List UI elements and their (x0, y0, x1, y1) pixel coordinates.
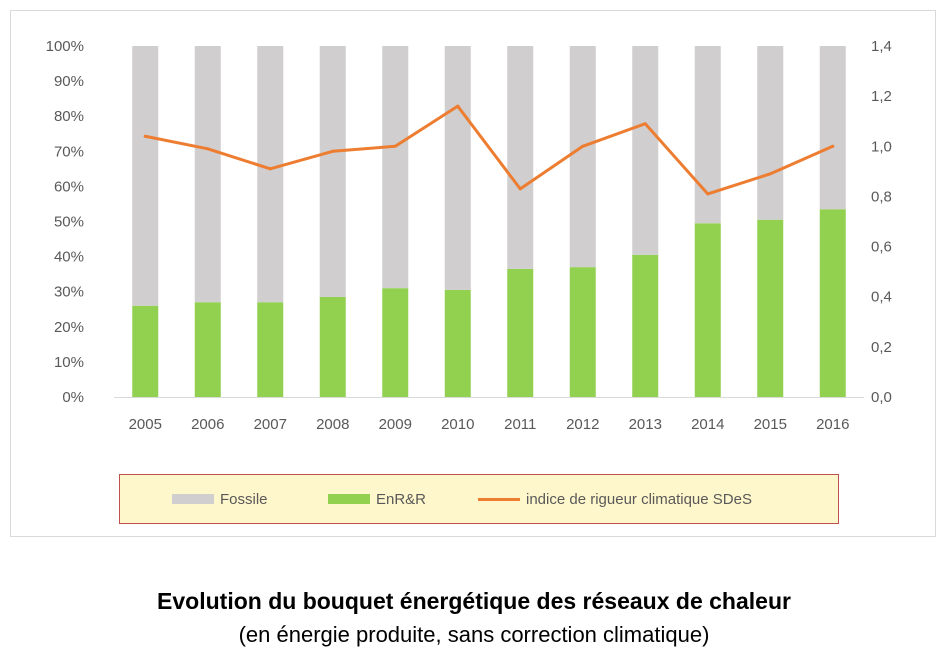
bar-enrr-2013 (632, 254, 659, 397)
legend-label-enrr: EnR&R (376, 490, 427, 508)
line-point-2005 (143, 134, 147, 138)
y-left-tick-label: 100% (46, 38, 84, 55)
bar-fossile-2012 (569, 46, 596, 268)
y-left-tick-label: 80% (54, 108, 84, 125)
legend-item-fossile: Fossile (172, 475, 268, 523)
y-right-tick-label: 0,0 (871, 389, 892, 406)
bar-enrr-2014 (694, 223, 721, 397)
y-right-tick-label: 1,4 (871, 38, 892, 55)
x-tick-label: 2012 (566, 416, 599, 433)
chart-frame: 0% 10% 20% 30% 40% 50% 60% 70% 80% 90% 100% 0,0 0,2 0… (10, 10, 936, 537)
bar-enrr-2005 (132, 305, 159, 397)
bar-enrr-2012 (569, 267, 596, 397)
y-left-tick-label: 20% (54, 319, 84, 336)
y-left-tick-label: 30% (54, 284, 84, 301)
y-left-tick-label: 40% (54, 249, 84, 266)
line-point-2007 (268, 167, 272, 171)
bar-fossile-2014 (694, 46, 721, 224)
x-tick-label: 2014 (691, 416, 724, 433)
y-left-tick-label: 70% (54, 143, 84, 160)
y-right-tick-label: 0,4 (871, 289, 892, 306)
chart-legend: Fossile EnR&R indice de rigueur climatiq… (119, 474, 839, 524)
bar-enrr-2009 (382, 288, 409, 397)
x-tick-label: 2013 (629, 416, 662, 433)
bar-fossile-2013 (632, 46, 659, 255)
bar-enrr-2008 (319, 296, 346, 397)
y-left-tick-label: 60% (54, 178, 84, 195)
caption-title: Evolution du bouquet énergétique des rés… (157, 588, 791, 614)
x-tick-label: 2006 (191, 416, 224, 433)
line-point-2014 (706, 192, 710, 196)
legend-swatch-indice (478, 497, 520, 501)
chart-plot: 0% 10% 20% 30% 40% 50% 60% 70% 80% 90% 100% 0,0 0,2 0… (46, 38, 892, 433)
bar-fossile-2016 (819, 46, 846, 210)
legend-label-fossile: Fossile (220, 490, 268, 508)
line-series-indice (143, 104, 835, 196)
x-tick-label: 2016 (816, 416, 849, 433)
line-point-2011 (518, 187, 522, 191)
legend-item-indice: indice de rigueur climatique SDeS (478, 475, 752, 523)
bar-fossile-2007 (257, 46, 284, 303)
line-point-2015 (768, 172, 772, 176)
line-point-2012 (581, 144, 585, 148)
legend-item-enrr: EnR&R (328, 475, 426, 523)
bar-enrr-2007 (257, 302, 284, 397)
bar-enrr-2015 (757, 219, 784, 397)
bar-fossile-2005 (132, 46, 159, 306)
bar-fossile-2011 (507, 46, 534, 269)
bar-enrr-2006 (194, 302, 221, 397)
line-point-2013 (643, 122, 647, 126)
caption-subtitle: (en énergie produite, sans correction cl… (238, 622, 710, 647)
x-tick-label: 2009 (379, 416, 412, 433)
y-right-tick-label: 1,0 (871, 138, 892, 155)
y-right-tick-label: 0,6 (871, 239, 892, 256)
line-point-2009 (393, 144, 397, 148)
x-tick-label: 2007 (254, 416, 287, 433)
bar-fossile-2010 (444, 46, 471, 290)
x-tick-label: 2008 (316, 416, 349, 433)
x-tick-label: 2015 (754, 416, 787, 433)
bar-fossile-2009 (382, 46, 409, 289)
line-point-2016 (831, 144, 835, 148)
y-right-tick-label: 1,2 (871, 88, 892, 105)
x-tick-label: 2005 (129, 416, 162, 433)
bar-enrr-2016 (819, 209, 846, 397)
x-tick-label: 2011 (504, 416, 536, 433)
bar-enrr-2011 (507, 268, 534, 397)
bar-fossile-2006 (194, 46, 221, 303)
y-left-tick-label: 10% (54, 354, 84, 371)
legend-label-indice: indice de rigueur climatique SDeS (526, 490, 752, 508)
bar-fossile-2008 (319, 46, 346, 297)
legend-swatch-fossile (172, 494, 214, 504)
y-left-tick-label: 50% (54, 214, 84, 231)
line-point-2006 (206, 147, 210, 151)
y-right-tick-label: 0,2 (871, 339, 892, 356)
line-point-2010 (456, 104, 460, 108)
line-point-2008 (331, 149, 335, 153)
y-left-tick-label: 0% (62, 389, 84, 406)
y-left-tick-label: 90% (54, 73, 84, 90)
bar-fossile-2015 (757, 46, 784, 220)
bar-enrr-2010 (444, 289, 471, 397)
legend-swatch-enrr (328, 494, 370, 504)
x-tick-label: 2010 (441, 416, 474, 433)
y-right-tick-label: 0,8 (871, 188, 892, 205)
